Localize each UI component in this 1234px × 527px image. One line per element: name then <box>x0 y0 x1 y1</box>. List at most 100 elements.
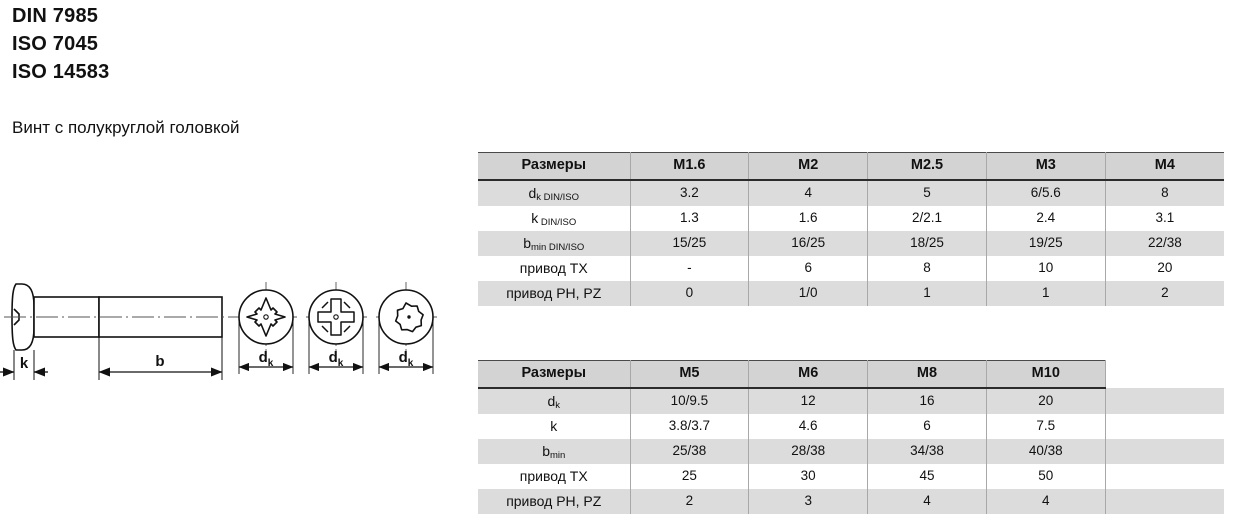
row-label-cell: привод TX <box>478 464 631 489</box>
table-row: k 3.8/3.7 4.6 6 7.5 <box>478 414 1224 439</box>
dimensions-table-large: Размеры M5 M6 M8 M10 dk 10/9.5 12 16 20 k 3.8/3.7 4… <box>478 360 1224 514</box>
dk-label-sub-ph: k <box>268 358 274 369</box>
pozidriv-drive-head: dk <box>306 282 367 374</box>
table-cell: 2 <box>629 489 750 514</box>
table-cell: 12 <box>748 388 869 414</box>
column-header-m5: M5 <box>629 360 750 389</box>
table-row: привод PH, PZ 0 1/0 1 1 2 <box>478 281 1224 306</box>
table-row: dk DIN/ISO 3.2 4 5 6/5.6 8 <box>478 180 1224 206</box>
column-header-empty <box>1105 360 1224 388</box>
column-header-m10: M10 <box>985 360 1106 389</box>
column-header-m2: M2 <box>748 152 869 181</box>
dimension-k: k <box>0 350 48 380</box>
table-cell: 1/0 <box>748 281 869 306</box>
table-cell: 6 <box>748 256 869 281</box>
table-cell: 2.4 <box>985 206 1106 231</box>
svg-text:dk: dk <box>329 349 344 369</box>
table-cell: 3 <box>748 489 869 514</box>
row-label-standard-suffix: DIN/ISO <box>546 242 585 254</box>
row-label-standard-suffix: DIN/ISO <box>538 217 577 229</box>
table-row: k DIN/ISO 1.3 1.6 2/2.1 2.4 3.1 <box>478 206 1224 231</box>
table-cell: 45 <box>867 464 987 489</box>
table-cell: 4 <box>867 489 987 514</box>
technical-drawing: k b dk <box>0 262 460 392</box>
table-cell: 4 <box>985 489 1106 514</box>
row-label-cell: привод PH, PZ <box>478 281 631 306</box>
screw-side-view <box>4 283 240 351</box>
dk-label-sub-tx: k <box>408 358 414 369</box>
table-cell: 6 <box>867 414 987 439</box>
row-label-base: b <box>542 443 550 460</box>
table-cell <box>1104 464 1224 489</box>
drawing-svg: k b dk <box>0 282 437 380</box>
row-label-subscript: k <box>555 400 561 412</box>
table-cell: 10/9.5 <box>629 388 750 414</box>
table-cell: 22/38 <box>1104 231 1224 256</box>
svg-text:dk: dk <box>259 349 274 369</box>
row-label-base: b <box>523 235 531 252</box>
table-cell: 28/38 <box>748 439 869 464</box>
table-cell <box>1104 414 1224 439</box>
table-cell: 25 <box>629 464 750 489</box>
dk-label-base-pz: d <box>329 349 338 366</box>
dimensions-table-small: Размеры M1.6 M2 M2.5 M3 M4 dk DIN/ISO 3.2 4 5 6/5… <box>478 152 1224 306</box>
table-row: привод PH, PZ 2 3 4 4 <box>478 489 1224 514</box>
table-header-row: Размеры M5 M6 M8 M10 <box>478 360 1224 389</box>
row-label-cell: k <box>478 414 631 439</box>
table-cell: 0 <box>629 281 750 306</box>
table-cell: 1 <box>985 281 1106 306</box>
table-row: dk 10/9.5 12 16 20 <box>478 388 1224 414</box>
row-label-subscript: min <box>549 450 566 462</box>
table-cell: 1.6 <box>748 206 869 231</box>
torx-drive-head: dk <box>376 282 437 374</box>
table-body: dk 10/9.5 12 16 20 k 3.8/3.7 4.6 6 7.5 bmin 25/38 28… <box>478 388 1224 514</box>
dk-label-base-tx: d <box>399 349 408 366</box>
standard-iso-14583: ISO 14583 <box>12 61 110 83</box>
row-label-cell: k DIN/ISO <box>478 206 631 231</box>
row-label-cell: dk <box>478 388 631 414</box>
table-cell: 15/25 <box>629 231 750 256</box>
table-cell: 6/5.6 <box>985 180 1106 206</box>
row-label-cell: привод PH, PZ <box>478 489 631 514</box>
table-cell: 8 <box>867 256 987 281</box>
table-cell: 20 <box>1104 256 1224 281</box>
row-label-cell: привод TX <box>478 256 631 281</box>
row-label-base: k <box>550 418 558 435</box>
column-header-m1.6: M1.6 <box>629 152 750 181</box>
table-cell: 2 <box>1104 281 1224 306</box>
standard-din: DIN 7985 <box>12 5 99 27</box>
table-row: привод TX 25 30 45 50 <box>478 464 1224 489</box>
row-label-base: d <box>547 393 556 410</box>
table-cell: 50 <box>985 464 1106 489</box>
table-cell: 34/38 <box>867 439 987 464</box>
table-cell: 18/25 <box>867 231 987 256</box>
table-cell: 30 <box>748 464 869 489</box>
table-cell: 4 <box>748 180 869 206</box>
table-row: bmin DIN/ISO 15/25 16/25 18/25 19/25 22/38 <box>478 231 1224 256</box>
table-cell: 7.5 <box>985 414 1106 439</box>
table-cell <box>1104 388 1224 414</box>
row-label-subscript: min <box>530 242 547 254</box>
row-label-cell: dk DIN/ISO <box>478 180 631 206</box>
phillips-drive-head: dk <box>236 282 297 374</box>
row-label-base: k <box>531 210 539 227</box>
dimension-b-label: b <box>155 353 164 370</box>
table-cell: 40/38 <box>985 439 1106 464</box>
column-header-m3: M3 <box>985 152 1106 181</box>
table-cell: 3.8/3.7 <box>629 414 750 439</box>
table-body: dk DIN/ISO 3.2 4 5 6/5.6 8 k DIN/ISO 1.3 1.6 2/2.… <box>478 180 1224 306</box>
dimension-b: b <box>98 337 223 380</box>
dk-label-base-ph: d <box>259 349 268 366</box>
row-label-subscript: k <box>536 192 542 204</box>
table-cell: 1.3 <box>629 206 750 231</box>
table-cell: 3.1 <box>1104 206 1224 231</box>
table-cell <box>1104 489 1224 514</box>
column-header-m2.5: M2.5 <box>867 152 987 181</box>
row-label-standard-suffix: DIN/ISO <box>541 192 580 204</box>
standard-iso-7045: ISO 7045 <box>12 33 99 55</box>
column-header--: Размеры <box>478 360 631 389</box>
dk-label-sub-pz: k <box>338 358 344 369</box>
table-cell: 2/2.1 <box>867 206 987 231</box>
row-label-base: d <box>528 185 537 202</box>
column-header--: Размеры <box>478 152 631 181</box>
